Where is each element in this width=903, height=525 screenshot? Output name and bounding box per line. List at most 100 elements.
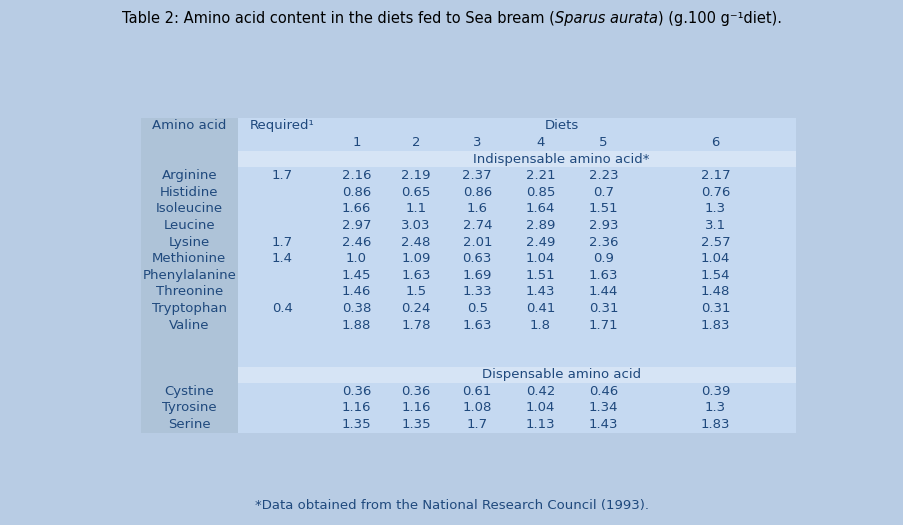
Text: 1.04: 1.04 [526,252,554,265]
Text: 0.86: 0.86 [341,186,370,199]
Text: 5: 5 [599,136,607,149]
Bar [141,118,237,433]
Text: Sparus aurata: Sparus aurata [554,11,657,26]
Text: 0.31: 0.31 [588,302,618,315]
Text: 1.63: 1.63 [588,269,618,282]
Text: 1.8: 1.8 [529,319,550,331]
Text: 0.39: 0.39 [700,385,730,398]
Text: 4: 4 [535,136,544,149]
Text: 1.51: 1.51 [588,202,618,215]
Text: 1.7: 1.7 [466,418,488,431]
Text: Methionine: Methionine [152,252,227,265]
Text: 1.64: 1.64 [526,202,554,215]
Text: Phenylalanine: Phenylalanine [143,269,236,282]
Text: 2.21: 2.21 [525,169,554,182]
Text: Dispensable amino acid: Dispensable amino acid [481,369,640,381]
Bar [237,118,796,433]
Text: 1.13: 1.13 [525,418,554,431]
Text: 1.43: 1.43 [525,285,554,298]
Text: 1.4: 1.4 [272,252,293,265]
Text: 0.63: 0.63 [462,252,491,265]
Text: Diets: Diets [544,119,578,132]
Text: 1.34: 1.34 [588,402,618,415]
Text: 1.46: 1.46 [341,285,371,298]
Text: 1.45: 1.45 [341,269,371,282]
Text: 2.16: 2.16 [341,169,371,182]
Text: 1.33: 1.33 [462,285,491,298]
Text: Histidine: Histidine [160,186,219,199]
Text: Table 2: Amino acid content in the diets fed to Sea bream (: Table 2: Amino acid content in the diets… [122,11,554,26]
Text: 1.7: 1.7 [271,236,293,248]
Text: 0.36: 0.36 [341,385,371,398]
Text: *Data obtained from the National Research Council (1993).: *Data obtained from the National Researc… [255,499,648,511]
Text: 1.63: 1.63 [401,269,431,282]
Bar [237,151,796,167]
Text: 3: 3 [472,136,481,149]
Text: 1.63: 1.63 [462,319,491,331]
Text: 2.49: 2.49 [526,236,554,248]
Bar [237,366,796,383]
Text: 1.3: 1.3 [704,402,725,415]
Text: Serine: Serine [168,418,210,431]
Text: 2.23: 2.23 [588,169,618,182]
Text: 2.57: 2.57 [700,236,730,248]
Text: 2.17: 2.17 [700,169,730,182]
Text: 0.38: 0.38 [341,302,371,315]
Text: 1.3: 1.3 [704,202,725,215]
Text: 1.88: 1.88 [341,319,371,331]
Text: 1.66: 1.66 [341,202,371,215]
Text: Cystine: Cystine [164,385,214,398]
Text: 1.43: 1.43 [588,418,618,431]
Text: 0.86: 0.86 [462,186,491,199]
Text: 1.35: 1.35 [341,418,371,431]
Text: Valine: Valine [169,319,209,331]
Text: 0.24: 0.24 [401,302,430,315]
Text: 2.93: 2.93 [588,219,618,232]
Text: 2.48: 2.48 [401,236,430,248]
Text: 1.04: 1.04 [526,402,554,415]
Text: 1.48: 1.48 [700,285,730,298]
Text: 1.04: 1.04 [700,252,730,265]
Text: Arginine: Arginine [162,169,217,182]
Text: 1.69: 1.69 [462,269,491,282]
Text: 2.97: 2.97 [341,219,371,232]
Text: Lysine: Lysine [169,236,209,248]
Text: 0.61: 0.61 [462,385,491,398]
Text: Isoleucine: Isoleucine [155,202,223,215]
Text: 0.9: 0.9 [592,252,613,265]
Text: Tyrosine: Tyrosine [162,402,217,415]
Text: Indispensable amino acid*: Indispensable amino acid* [472,153,649,165]
Text: 0.46: 0.46 [588,385,618,398]
Text: 0.85: 0.85 [526,186,554,199]
Text: Amino acid: Amino acid [152,119,227,132]
Text: 2.19: 2.19 [401,169,431,182]
Text: 1.83: 1.83 [700,418,730,431]
Text: 1.83: 1.83 [700,319,730,331]
Text: 1.16: 1.16 [401,402,431,415]
Text: 1.71: 1.71 [588,319,618,331]
Text: 1.78: 1.78 [401,319,431,331]
Text: 1.6: 1.6 [466,202,488,215]
Text: 0.42: 0.42 [526,385,554,398]
Text: 1.08: 1.08 [462,402,491,415]
Text: 1.54: 1.54 [700,269,730,282]
Text: 2.46: 2.46 [341,236,371,248]
Text: 1.09: 1.09 [401,252,430,265]
Text: 1.5: 1.5 [405,285,426,298]
Text: 1.44: 1.44 [588,285,618,298]
Text: 0.41: 0.41 [526,302,554,315]
Text: 0.76: 0.76 [700,186,730,199]
Text: 2: 2 [411,136,420,149]
Text: 3.1: 3.1 [704,219,725,232]
Text: 6: 6 [711,136,719,149]
Text: Tryptophan: Tryptophan [152,302,227,315]
Text: 1: 1 [352,136,360,149]
Text: Threonine: Threonine [155,285,223,298]
Text: 1.7: 1.7 [271,169,293,182]
Text: Required¹: Required¹ [249,119,314,132]
Text: Leucine: Leucine [163,219,215,232]
Text: 2.36: 2.36 [588,236,618,248]
Text: 1.35: 1.35 [401,418,431,431]
Text: 0.7: 0.7 [592,186,613,199]
Text: 1.51: 1.51 [525,269,554,282]
